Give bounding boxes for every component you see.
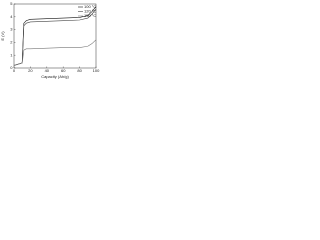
x-tick-label: 20 xyxy=(28,68,33,73)
data-line xyxy=(13,39,97,66)
x-tick-label: 0 xyxy=(13,68,16,73)
x-tick-label: 60 xyxy=(61,68,66,73)
y-tick-label: 5 xyxy=(10,1,13,6)
legend-label: 120 °C xyxy=(84,9,96,14)
x-axis-label: Capacity (Ah/g) xyxy=(41,74,69,79)
legend-label: 150 °C xyxy=(84,13,96,18)
y-tick-label: 4 xyxy=(10,14,13,19)
x-tick-label: 80 xyxy=(77,68,82,73)
legend-label: 100 °C xyxy=(84,4,96,9)
x-tick-label: 40 xyxy=(45,68,50,73)
y-tick-label: 2 xyxy=(10,39,13,44)
x-tick-label: 100 xyxy=(93,68,100,73)
y-tick-label: 1 xyxy=(10,52,13,57)
y-axis-label: E (V) xyxy=(0,31,5,41)
plot-frame xyxy=(13,3,97,69)
page: {"chart_data": {"type": "line", "y_label… xyxy=(0,0,100,80)
y-tick-label: 3 xyxy=(10,27,13,32)
y-tick-label: 0 xyxy=(10,65,13,70)
